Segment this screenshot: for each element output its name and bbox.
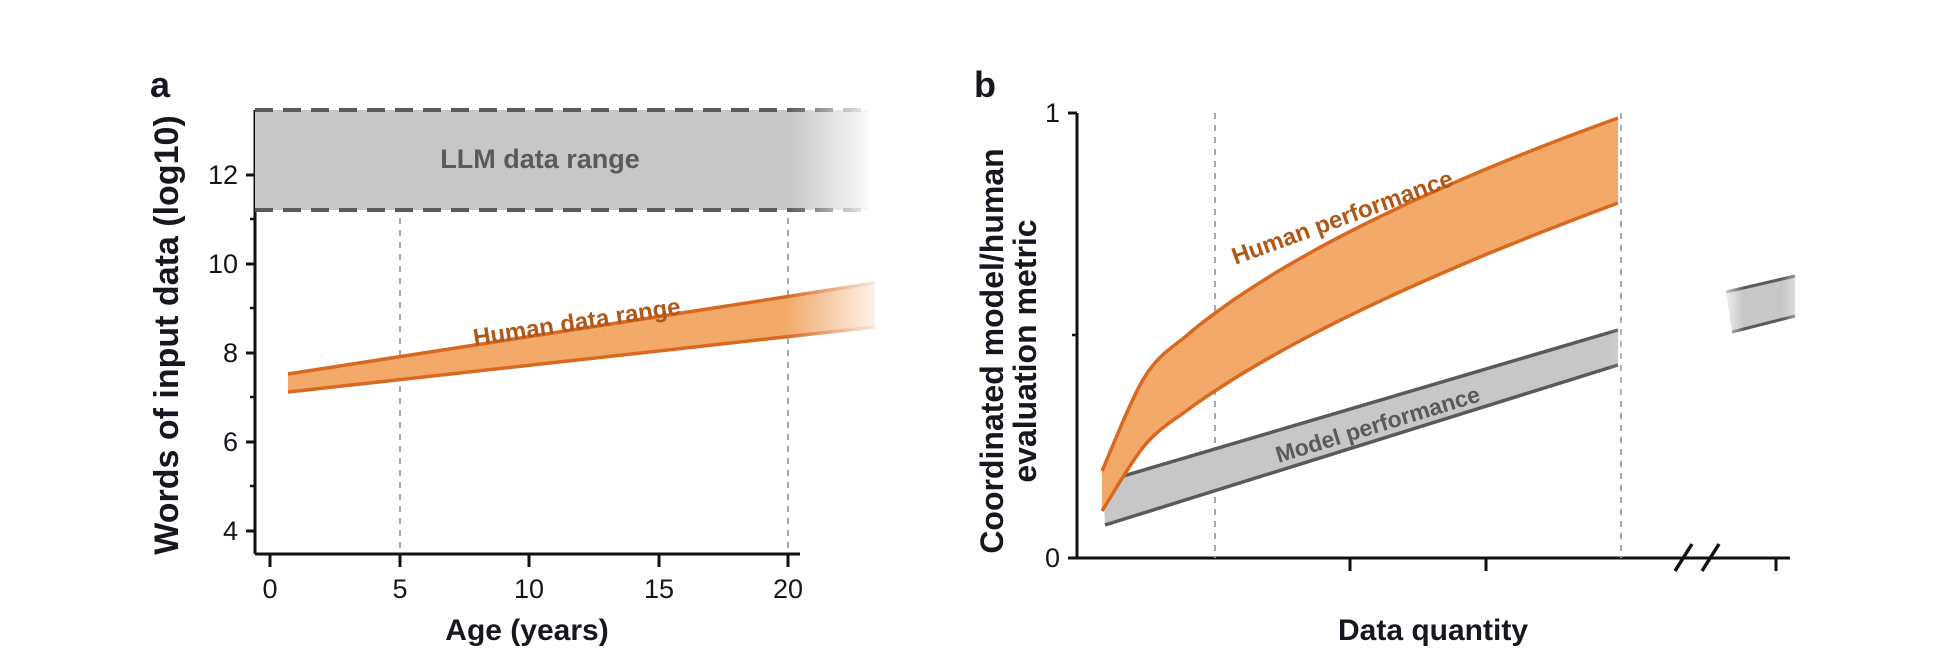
svg-text:Coordinated model/human: Coordinated model/human bbox=[974, 148, 1010, 553]
svg-text:Data quantity: Data quantity bbox=[1338, 614, 1528, 647]
svg-text:10: 10 bbox=[208, 249, 238, 279]
svg-text:Age (years): Age (years) bbox=[445, 614, 608, 647]
svg-text:b: b bbox=[974, 64, 996, 105]
svg-text:1: 1 bbox=[1045, 98, 1060, 128]
svg-text:Words of input data (log10): Words of input data (log10) bbox=[148, 115, 186, 554]
svg-text:4: 4 bbox=[223, 516, 238, 546]
svg-text:LLM data range: LLM data range bbox=[440, 144, 640, 174]
svg-text:6: 6 bbox=[223, 427, 238, 457]
svg-text:10: 10 bbox=[514, 574, 544, 604]
svg-text:8: 8 bbox=[223, 338, 238, 368]
svg-text:a: a bbox=[150, 64, 171, 105]
svg-text:20: 20 bbox=[773, 574, 803, 604]
svg-text:5: 5 bbox=[392, 574, 407, 604]
svg-text:12: 12 bbox=[208, 160, 238, 190]
svg-text:0: 0 bbox=[1045, 543, 1060, 573]
svg-text:evaluation metric: evaluation metric bbox=[1007, 219, 1043, 482]
svg-text:0: 0 bbox=[262, 574, 277, 604]
svg-text:15: 15 bbox=[644, 574, 674, 604]
